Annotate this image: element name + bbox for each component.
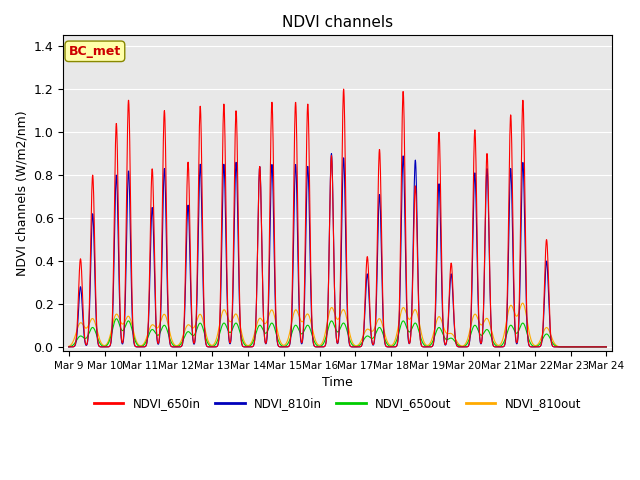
X-axis label: Time: Time (322, 376, 353, 389)
Y-axis label: NDVI channels (W/m2/nm): NDVI channels (W/m2/nm) (15, 110, 28, 276)
Text: BC_met: BC_met (68, 45, 121, 58)
Title: NDVI channels: NDVI channels (282, 15, 393, 30)
Legend: NDVI_650in, NDVI_810in, NDVI_650out, NDVI_810out: NDVI_650in, NDVI_810in, NDVI_650out, NDV… (89, 392, 586, 415)
